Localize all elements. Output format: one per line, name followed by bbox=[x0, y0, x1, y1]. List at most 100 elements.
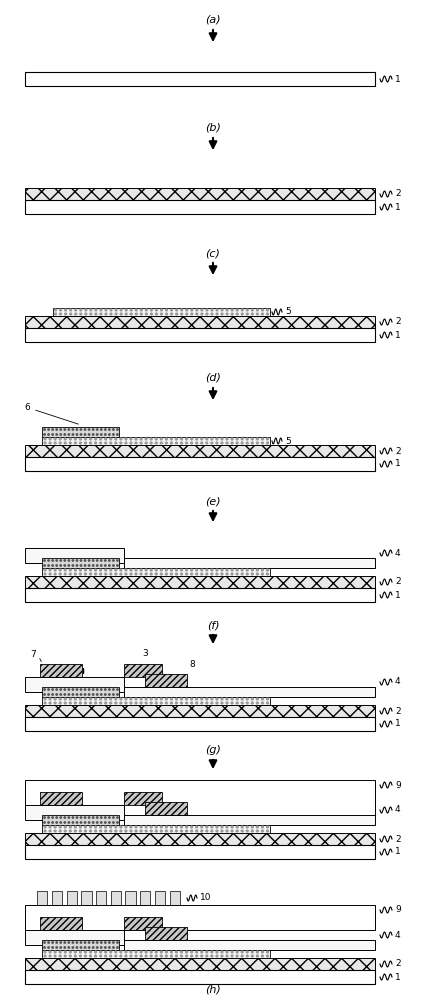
Text: 1: 1 bbox=[395, 460, 401, 468]
Circle shape bbox=[85, 826, 86, 828]
Circle shape bbox=[105, 442, 107, 444]
Circle shape bbox=[156, 830, 157, 832]
Circle shape bbox=[201, 698, 203, 700]
Circle shape bbox=[236, 826, 238, 828]
Circle shape bbox=[90, 826, 91, 828]
Circle shape bbox=[48, 694, 49, 695]
Circle shape bbox=[44, 560, 45, 561]
Circle shape bbox=[241, 569, 243, 571]
Circle shape bbox=[75, 313, 76, 315]
Circle shape bbox=[101, 689, 102, 690]
Text: (b): (b) bbox=[205, 123, 221, 133]
Circle shape bbox=[201, 702, 203, 704]
Circle shape bbox=[256, 309, 258, 311]
Circle shape bbox=[56, 694, 57, 695]
Bar bbox=[155, 891, 165, 905]
Circle shape bbox=[140, 698, 142, 700]
Circle shape bbox=[160, 826, 162, 828]
Circle shape bbox=[120, 313, 122, 315]
Bar bbox=[125, 815, 375, 825]
Bar bbox=[25, 200, 375, 214]
Circle shape bbox=[85, 569, 86, 571]
Bar bbox=[42, 437, 270, 445]
Circle shape bbox=[74, 698, 76, 700]
Circle shape bbox=[201, 442, 203, 444]
Circle shape bbox=[145, 569, 147, 571]
Circle shape bbox=[88, 689, 90, 690]
Circle shape bbox=[176, 313, 178, 315]
Circle shape bbox=[90, 313, 92, 315]
Circle shape bbox=[84, 947, 86, 948]
Circle shape bbox=[100, 573, 102, 575]
Circle shape bbox=[236, 309, 238, 311]
Circle shape bbox=[115, 830, 117, 832]
Circle shape bbox=[252, 826, 253, 828]
Circle shape bbox=[65, 313, 67, 315]
Circle shape bbox=[44, 434, 45, 435]
Circle shape bbox=[76, 947, 78, 948]
Text: 2: 2 bbox=[395, 834, 401, 844]
Circle shape bbox=[125, 309, 127, 311]
Text: (g): (g) bbox=[205, 745, 221, 755]
Circle shape bbox=[74, 438, 76, 440]
Circle shape bbox=[95, 951, 96, 953]
Circle shape bbox=[206, 313, 208, 315]
Circle shape bbox=[226, 442, 228, 444]
Bar bbox=[42, 568, 270, 576]
Circle shape bbox=[95, 826, 96, 828]
Circle shape bbox=[60, 438, 61, 440]
Circle shape bbox=[95, 569, 96, 571]
Circle shape bbox=[252, 702, 253, 704]
Circle shape bbox=[191, 438, 193, 440]
Circle shape bbox=[246, 573, 248, 575]
Circle shape bbox=[211, 309, 213, 311]
Circle shape bbox=[211, 830, 213, 832]
Circle shape bbox=[252, 313, 253, 315]
Text: 4: 4 bbox=[395, 806, 401, 814]
Circle shape bbox=[84, 694, 86, 695]
Circle shape bbox=[191, 955, 193, 957]
Circle shape bbox=[156, 573, 157, 575]
Text: 5: 5 bbox=[285, 436, 291, 446]
Circle shape bbox=[176, 573, 177, 575]
Circle shape bbox=[246, 313, 248, 315]
Circle shape bbox=[72, 429, 74, 430]
Circle shape bbox=[85, 573, 86, 575]
Circle shape bbox=[261, 569, 264, 571]
Bar bbox=[25, 905, 375, 930]
Circle shape bbox=[181, 573, 182, 575]
Circle shape bbox=[100, 698, 102, 700]
Circle shape bbox=[113, 694, 114, 695]
Circle shape bbox=[60, 569, 61, 571]
Circle shape bbox=[186, 830, 187, 832]
Circle shape bbox=[135, 826, 137, 828]
Circle shape bbox=[252, 309, 253, 311]
Circle shape bbox=[135, 438, 137, 440]
Circle shape bbox=[226, 702, 228, 704]
Circle shape bbox=[115, 569, 117, 571]
Circle shape bbox=[196, 698, 198, 700]
Circle shape bbox=[191, 830, 193, 832]
Circle shape bbox=[44, 694, 45, 695]
Circle shape bbox=[96, 565, 98, 566]
Bar bbox=[125, 940, 375, 950]
Circle shape bbox=[48, 942, 49, 943]
Circle shape bbox=[96, 429, 98, 430]
Circle shape bbox=[117, 565, 118, 566]
Circle shape bbox=[54, 438, 56, 440]
Circle shape bbox=[93, 434, 94, 435]
Circle shape bbox=[241, 826, 243, 828]
Circle shape bbox=[79, 830, 81, 832]
Bar bbox=[25, 833, 375, 845]
Circle shape bbox=[72, 434, 74, 435]
Circle shape bbox=[206, 309, 208, 311]
Circle shape bbox=[100, 313, 102, 315]
Bar bbox=[25, 576, 375, 588]
Circle shape bbox=[246, 309, 248, 311]
Bar bbox=[40, 664, 82, 677]
Circle shape bbox=[48, 689, 49, 690]
Circle shape bbox=[181, 438, 182, 440]
Circle shape bbox=[170, 702, 172, 704]
Circle shape bbox=[80, 947, 82, 948]
Text: 10: 10 bbox=[200, 894, 212, 902]
